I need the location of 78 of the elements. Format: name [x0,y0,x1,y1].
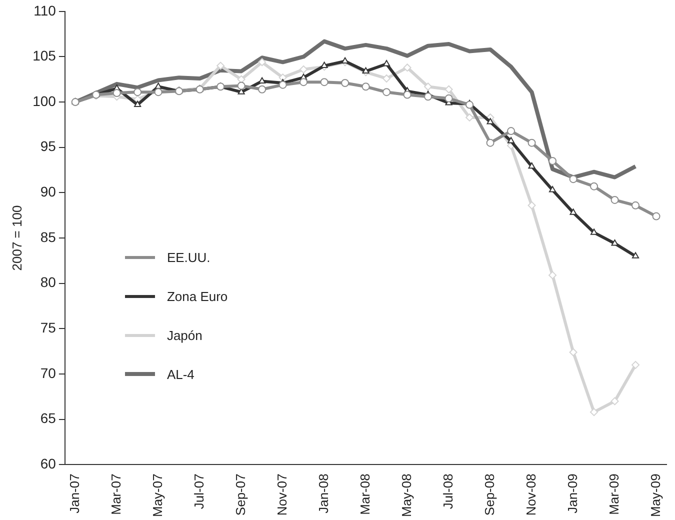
x-tick-label: Jul-07 [191,474,206,510]
point [341,79,350,88]
point [528,162,536,169]
point [632,360,640,369]
point [300,78,308,86]
y-tick-label: 80 [40,274,56,290]
point [528,201,536,210]
point [424,92,432,101]
legend-label: Japón [166,328,202,343]
point [216,62,225,70]
x-tick-label: Mar-09 [606,474,622,515]
x-tick-label: Nov-08 [523,474,538,516]
point [507,127,516,136]
x-tick-label: May-08 [398,474,414,518]
y-axis-title: 2007 = 100 [9,205,24,271]
x-tick-label: Jan-09 [564,474,580,514]
point [548,156,557,165]
x-tick-label: Sep-07 [232,474,248,516]
y-tick-label: 105 [32,48,56,64]
point [278,80,287,89]
point [548,186,556,192]
point [570,208,577,215]
point [611,239,618,246]
point [569,175,578,184]
point [258,85,266,94]
y-tick-label: 110 [34,2,56,18]
y-tick-label: 90 [40,184,56,200]
x-tick-label: May-09 [648,474,663,518]
point [632,201,640,210]
point [382,74,391,82]
point [508,137,515,144]
point [528,138,536,147]
legend-label: EE.UU. [166,250,210,265]
y-tick-label: 95 [40,138,56,154]
point [320,62,328,68]
point [444,94,453,102]
point [548,271,557,280]
point [569,348,578,356]
y-tick-label: 70 [40,364,56,381]
point [610,196,619,204]
point [486,138,494,147]
legend-label: Zona Euro [166,288,228,304]
y-tick-label: 65 [40,410,56,426]
point [112,88,121,97]
point [403,64,412,72]
x-tick-label: Jul-08 [440,474,456,510]
x-tick-label: May-07 [150,474,165,518]
point [486,118,494,124]
point [258,77,266,84]
y-tick-label: 75 [40,320,56,336]
point [237,82,246,90]
point [652,212,660,220]
point [362,67,370,74]
point [154,82,162,89]
point [134,100,142,108]
x-tick-label: Sep-08 [482,474,497,516]
point [362,82,370,91]
point [383,60,390,66]
point [632,252,640,258]
point [320,78,328,86]
point [466,100,474,109]
point [444,85,453,94]
x-tick-label: Jan-08 [316,474,331,514]
x-tick-label: Nov-07 [274,474,290,516]
y-tick-label: 100 [32,92,56,109]
point [590,408,598,416]
y-tick-label: 85 [40,228,56,245]
point [134,88,142,96]
point [590,182,598,190]
point [403,90,412,99]
x-tick-label: Mar-07 [108,474,124,515]
x-tick-label: Jan-07 [66,474,82,514]
x-tick-label: Mar-08 [357,474,372,515]
y-tick-label: 60 [40,456,56,472]
point [382,88,391,96]
point [258,58,266,66]
point [610,397,619,406]
legend-label: AL-4 [166,366,194,382]
